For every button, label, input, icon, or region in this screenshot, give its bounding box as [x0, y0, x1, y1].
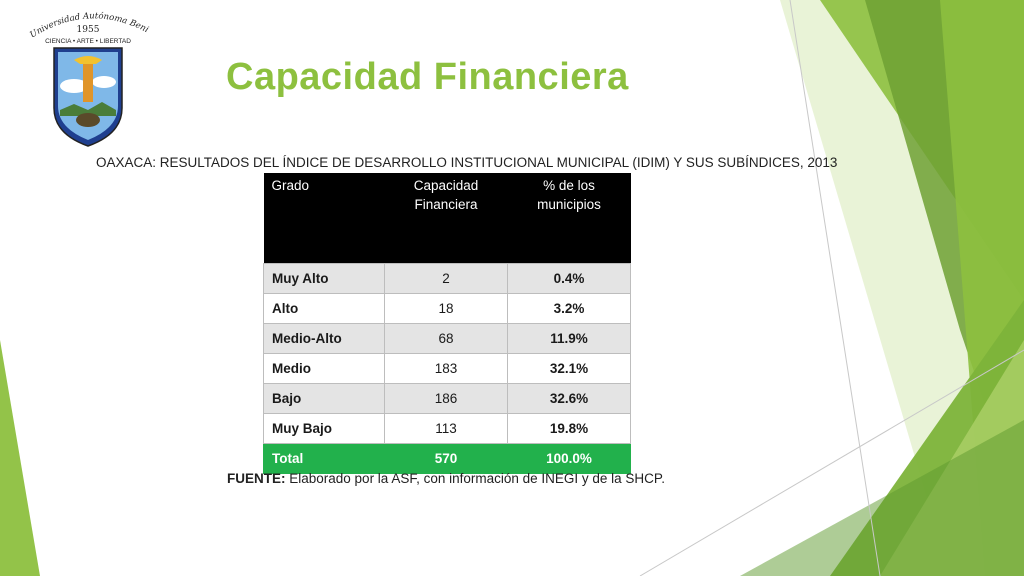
cell-capacidad: 113 [384, 413, 508, 444]
cell-porcentaje: 19.8% [507, 413, 631, 444]
table-row: Muy Bajo 113 19.8% [263, 413, 631, 444]
table-row: Muy Alto 2 0.4% [263, 263, 631, 294]
header-capacidad: Capacidad Financiera [384, 173, 508, 264]
table-caption: OAXACA: RESULTADOS DEL ÍNDICE DE DESARRO… [96, 155, 838, 170]
table-total-row: Total 570 100.0% [263, 443, 631, 474]
cell-porcentaje: 11.9% [507, 323, 631, 354]
cell-capacidad: 68 [384, 323, 508, 354]
cell-capacidad: 183 [384, 353, 508, 384]
cell-porcentaje: 0.4% [507, 263, 631, 294]
cell-grado: Medio-Alto [263, 323, 385, 354]
logo-year: 1955 [77, 25, 100, 35]
cell-porcentaje: 3.2% [507, 293, 631, 324]
header-grado: Grado [263, 173, 385, 264]
slide-title: Capacidad Financiera [226, 56, 629, 98]
cell-grado: Medio [263, 353, 385, 384]
idim-table: Grado Capacidad Financiera % de los muni… [263, 173, 631, 474]
table-header-row: Grado Capacidad Financiera % de los muni… [263, 173, 631, 264]
cell-grado: Bajo [263, 383, 385, 414]
cell-total-label: Total [263, 443, 385, 474]
cell-grado: Muy Bajo [263, 413, 385, 444]
cell-capacidad: 186 [384, 383, 508, 414]
table-row: Bajo 186 32.6% [263, 383, 631, 414]
table-row: Medio 183 32.1% [263, 353, 631, 384]
cell-porcentaje: 32.6% [507, 383, 631, 414]
header-porcentaje: % de los municipios [507, 173, 631, 264]
university-logo: Universidad Autónoma Benito Juárez de Oa… [18, 0, 154, 150]
table-row: Medio-Alto 68 11.9% [263, 323, 631, 354]
cell-grado: Alto [263, 293, 385, 324]
cell-porcentaje: 32.1% [507, 353, 631, 384]
cell-grado: Muy Alto [263, 263, 385, 294]
cell-capacidad: 18 [384, 293, 508, 324]
cell-total-capacidad: 570 [384, 443, 508, 474]
source-text: Elaborado por la ASF, con información de… [285, 471, 665, 486]
table-row: Alto 18 3.2% [263, 293, 631, 324]
source-note: FUENTE: Elaborado por la ASF, con inform… [227, 471, 665, 486]
cell-total-porcentaje: 100.0% [507, 443, 631, 474]
source-label: FUENTE: [227, 471, 286, 486]
cell-capacidad: 2 [384, 263, 508, 294]
logo-motto: CIENCIA • ARTE • LIBERTAD [45, 38, 131, 45]
